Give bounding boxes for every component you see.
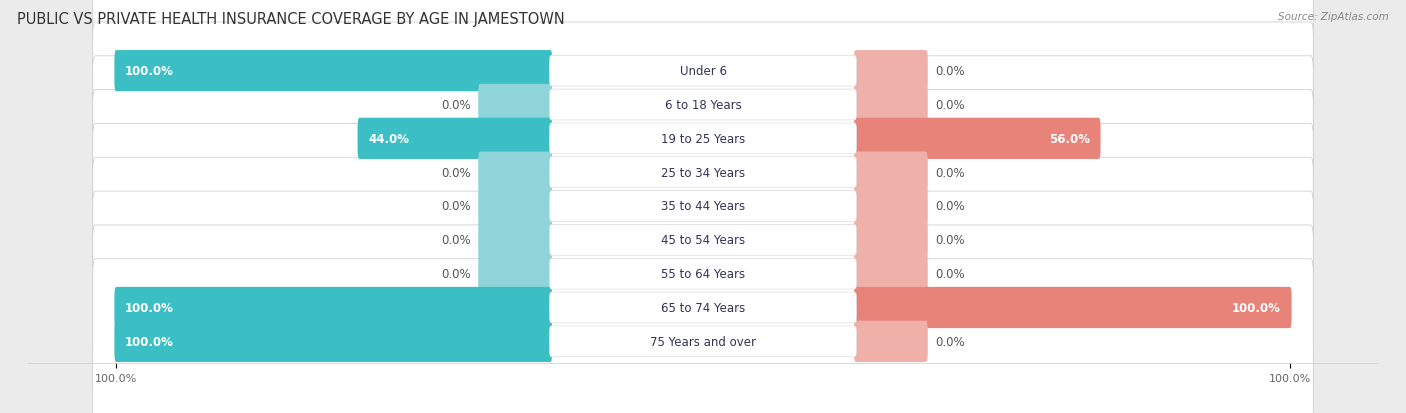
FancyBboxPatch shape bbox=[93, 57, 1313, 221]
FancyBboxPatch shape bbox=[478, 152, 553, 193]
FancyBboxPatch shape bbox=[550, 90, 856, 121]
FancyBboxPatch shape bbox=[478, 254, 553, 294]
FancyBboxPatch shape bbox=[478, 85, 553, 126]
FancyBboxPatch shape bbox=[478, 186, 553, 227]
Text: 75 Years and over: 75 Years and over bbox=[650, 335, 756, 348]
Text: 0.0%: 0.0% bbox=[935, 99, 965, 112]
FancyBboxPatch shape bbox=[114, 51, 553, 92]
Text: 0.0%: 0.0% bbox=[935, 65, 965, 78]
FancyBboxPatch shape bbox=[853, 321, 928, 362]
Text: 0.0%: 0.0% bbox=[441, 234, 471, 247]
FancyBboxPatch shape bbox=[550, 326, 856, 357]
FancyBboxPatch shape bbox=[93, 90, 1313, 255]
Text: 0.0%: 0.0% bbox=[935, 166, 965, 179]
Text: 0.0%: 0.0% bbox=[935, 234, 965, 247]
FancyBboxPatch shape bbox=[550, 56, 856, 87]
FancyBboxPatch shape bbox=[114, 321, 553, 362]
Text: PUBLIC VS PRIVATE HEALTH INSURANCE COVERAGE BY AGE IN JAMESTOWN: PUBLIC VS PRIVATE HEALTH INSURANCE COVER… bbox=[17, 12, 565, 27]
Text: 55 to 64 Years: 55 to 64 Years bbox=[661, 268, 745, 280]
FancyBboxPatch shape bbox=[550, 292, 856, 323]
Text: 0.0%: 0.0% bbox=[441, 268, 471, 280]
Text: 0.0%: 0.0% bbox=[441, 99, 471, 112]
FancyBboxPatch shape bbox=[853, 85, 928, 126]
FancyBboxPatch shape bbox=[93, 0, 1313, 154]
FancyBboxPatch shape bbox=[114, 287, 553, 328]
FancyBboxPatch shape bbox=[478, 220, 553, 261]
Text: 0.0%: 0.0% bbox=[441, 166, 471, 179]
FancyBboxPatch shape bbox=[93, 259, 1313, 413]
FancyBboxPatch shape bbox=[853, 152, 928, 193]
FancyBboxPatch shape bbox=[853, 220, 928, 261]
Text: 100.0%: 100.0% bbox=[125, 301, 174, 314]
Text: 35 to 44 Years: 35 to 44 Years bbox=[661, 200, 745, 213]
Text: 19 to 25 Years: 19 to 25 Years bbox=[661, 133, 745, 145]
FancyBboxPatch shape bbox=[93, 158, 1313, 323]
Text: 56.0%: 56.0% bbox=[1049, 133, 1090, 145]
Text: 0.0%: 0.0% bbox=[935, 335, 965, 348]
FancyBboxPatch shape bbox=[550, 259, 856, 290]
Text: 0.0%: 0.0% bbox=[441, 200, 471, 213]
Text: 0.0%: 0.0% bbox=[935, 268, 965, 280]
FancyBboxPatch shape bbox=[853, 186, 928, 227]
FancyBboxPatch shape bbox=[853, 119, 1101, 159]
FancyBboxPatch shape bbox=[93, 225, 1313, 390]
Text: 44.0%: 44.0% bbox=[368, 133, 409, 145]
FancyBboxPatch shape bbox=[550, 191, 856, 222]
FancyBboxPatch shape bbox=[93, 192, 1313, 356]
FancyBboxPatch shape bbox=[93, 23, 1313, 188]
FancyBboxPatch shape bbox=[550, 225, 856, 256]
Text: 100.0%: 100.0% bbox=[125, 65, 174, 78]
FancyBboxPatch shape bbox=[853, 287, 1292, 328]
Text: 25 to 34 Years: 25 to 34 Years bbox=[661, 166, 745, 179]
Text: 65 to 74 Years: 65 to 74 Years bbox=[661, 301, 745, 314]
Text: 100.0%: 100.0% bbox=[1232, 301, 1281, 314]
Text: Under 6: Under 6 bbox=[679, 65, 727, 78]
Text: 0.0%: 0.0% bbox=[935, 200, 965, 213]
FancyBboxPatch shape bbox=[853, 254, 928, 294]
FancyBboxPatch shape bbox=[550, 123, 856, 154]
FancyBboxPatch shape bbox=[853, 51, 928, 92]
Text: Source: ZipAtlas.com: Source: ZipAtlas.com bbox=[1278, 12, 1389, 22]
FancyBboxPatch shape bbox=[550, 157, 856, 188]
FancyBboxPatch shape bbox=[93, 124, 1313, 289]
Text: 45 to 54 Years: 45 to 54 Years bbox=[661, 234, 745, 247]
FancyBboxPatch shape bbox=[357, 119, 553, 159]
Text: 6 to 18 Years: 6 to 18 Years bbox=[665, 99, 741, 112]
Text: 100.0%: 100.0% bbox=[125, 335, 174, 348]
